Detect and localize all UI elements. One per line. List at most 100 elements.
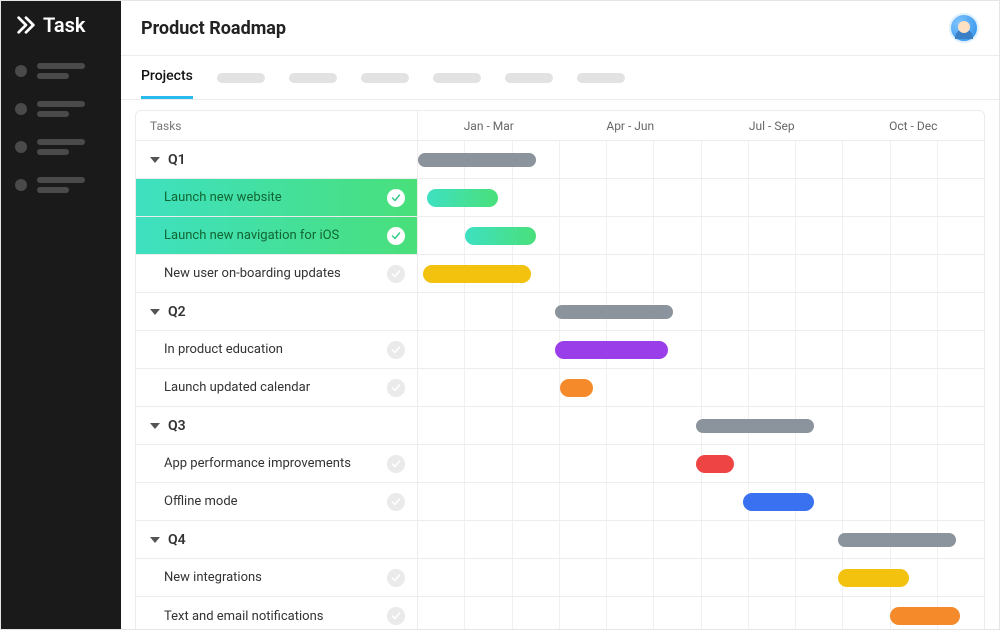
group-row[interactable]: Q2 bbox=[136, 293, 984, 331]
summary-bar[interactable] bbox=[418, 153, 536, 167]
quarter-header: Oct - Dec bbox=[843, 111, 985, 140]
task-bar[interactable] bbox=[427, 189, 498, 207]
task-label-cell[interactable]: Launch new navigation for iOS bbox=[136, 217, 418, 254]
task-label: Launch updated calendar bbox=[164, 380, 310, 395]
task-label-cell[interactable]: In product education bbox=[136, 331, 418, 368]
logo-text: Task bbox=[43, 13, 86, 37]
task-label: New user on-boarding updates bbox=[164, 266, 341, 281]
task-bar[interactable] bbox=[890, 607, 961, 625]
timeline-cell bbox=[418, 483, 984, 520]
group-label[interactable]: Q4 bbox=[136, 521, 418, 558]
timeline-cell bbox=[418, 255, 984, 292]
app-logo[interactable]: Task bbox=[1, 1, 121, 49]
group-row[interactable]: Q1 bbox=[136, 141, 984, 179]
chevron-down-icon bbox=[150, 537, 160, 543]
sidebar-item-placeholder[interactable] bbox=[15, 139, 107, 155]
chevron-down-icon bbox=[150, 309, 160, 315]
task-label-cell[interactable]: App performance improvements bbox=[136, 445, 418, 482]
logo-icon bbox=[15, 14, 37, 36]
task-bar[interactable] bbox=[555, 341, 668, 359]
timeline-cell bbox=[418, 445, 984, 482]
group-name: Q1 bbox=[168, 152, 186, 168]
task-label-cell[interactable]: Text and email notifications bbox=[136, 597, 418, 629]
timeline-cell bbox=[418, 293, 984, 330]
pending-circle-icon bbox=[387, 265, 405, 283]
task-label: Launch new website bbox=[164, 190, 282, 205]
task-bar[interactable] bbox=[423, 265, 531, 283]
group-name: Q2 bbox=[168, 304, 186, 320]
tab-placeholder[interactable] bbox=[577, 73, 625, 83]
task-label: Text and email notifications bbox=[164, 609, 323, 624]
task-label-cell[interactable]: Launch updated calendar bbox=[136, 369, 418, 406]
timeline-cell bbox=[418, 179, 984, 216]
topbar: Product Roadmap bbox=[121, 1, 999, 56]
sidebar-nav bbox=[1, 49, 121, 229]
timeline-cell bbox=[418, 597, 984, 629]
task-label-cell[interactable]: New user on-boarding updates bbox=[136, 255, 418, 292]
user-avatar[interactable] bbox=[949, 13, 979, 43]
timeline-cell bbox=[418, 141, 984, 178]
task-row[interactable]: In product education bbox=[136, 331, 984, 369]
tab-placeholder[interactable] bbox=[505, 73, 553, 83]
task-bar[interactable] bbox=[838, 569, 909, 587]
task-label-cell[interactable]: New integrations bbox=[136, 559, 418, 596]
summary-bar[interactable] bbox=[838, 533, 956, 547]
gantt-board: Tasks Jan - MarApr - JunJul - SepOct - D… bbox=[121, 100, 999, 629]
tab-placeholder[interactable] bbox=[289, 73, 337, 83]
pending-circle-icon bbox=[387, 607, 405, 625]
check-circle-icon bbox=[387, 227, 405, 245]
page-title: Product Roadmap bbox=[141, 18, 286, 39]
pending-circle-icon bbox=[387, 493, 405, 511]
chevron-down-icon bbox=[150, 423, 160, 429]
group-label[interactable]: Q2 bbox=[136, 293, 418, 330]
tab-placeholder[interactable] bbox=[217, 73, 265, 83]
summary-bar[interactable] bbox=[555, 305, 673, 319]
main-panel: Product Roadmap Projects Tasks Jan - Mar… bbox=[121, 1, 999, 629]
task-label: In product education bbox=[164, 342, 283, 357]
group-row[interactable]: Q4 bbox=[136, 521, 984, 559]
task-row[interactable]: App performance improvements bbox=[136, 445, 984, 483]
summary-bar[interactable] bbox=[696, 419, 814, 433]
task-bar[interactable] bbox=[465, 227, 536, 245]
task-bar[interactable] bbox=[696, 455, 734, 473]
group-name: Q4 bbox=[168, 532, 186, 548]
task-label-cell[interactable]: Launch new website bbox=[136, 179, 418, 216]
task-label: App performance improvements bbox=[164, 456, 351, 471]
sidebar-item-placeholder[interactable] bbox=[15, 177, 107, 193]
pending-circle-icon bbox=[387, 455, 405, 473]
quarter-header: Jan - Mar bbox=[418, 111, 560, 140]
task-label: Launch new navigation for iOS bbox=[164, 228, 339, 243]
group-label[interactable]: Q3 bbox=[136, 407, 418, 444]
timeline-cell bbox=[418, 369, 984, 406]
timeline-cell bbox=[418, 407, 984, 444]
task-row[interactable]: Launch updated calendar bbox=[136, 369, 984, 407]
group-row[interactable]: Q3 bbox=[136, 407, 984, 445]
task-row[interactable]: Offline mode bbox=[136, 483, 984, 521]
tab-projects[interactable]: Projects bbox=[141, 56, 193, 99]
tasks-column-header: Tasks bbox=[136, 111, 418, 140]
task-label: New integrations bbox=[164, 570, 262, 585]
pending-circle-icon bbox=[387, 569, 405, 587]
sidebar-item-placeholder[interactable] bbox=[15, 101, 107, 117]
timeline-cell bbox=[418, 559, 984, 596]
check-circle-icon bbox=[387, 189, 405, 207]
task-row[interactable]: New user on-boarding updates bbox=[136, 255, 984, 293]
task-row[interactable]: Text and email notifications bbox=[136, 597, 984, 629]
pending-circle-icon bbox=[387, 379, 405, 397]
tab-strip: Projects bbox=[121, 56, 999, 100]
task-bar[interactable] bbox=[560, 379, 593, 397]
sidebar-item-placeholder[interactable] bbox=[15, 63, 107, 79]
task-row[interactable]: Launch new navigation for iOS bbox=[136, 217, 984, 255]
timeline-cell bbox=[418, 521, 984, 558]
task-row[interactable]: New integrations bbox=[136, 559, 984, 597]
task-row[interactable]: Launch new website bbox=[136, 179, 984, 217]
quarter-header: Apr - Jun bbox=[560, 111, 702, 140]
tab-placeholder[interactable] bbox=[433, 73, 481, 83]
group-name: Q3 bbox=[168, 418, 186, 434]
group-label[interactable]: Q1 bbox=[136, 141, 418, 178]
grid-header-row: Tasks Jan - MarApr - JunJul - SepOct - D… bbox=[136, 111, 984, 141]
task-label-cell[interactable]: Offline mode bbox=[136, 483, 418, 520]
timeline-cell bbox=[418, 217, 984, 254]
tab-placeholder[interactable] bbox=[361, 73, 409, 83]
task-bar[interactable] bbox=[743, 493, 814, 511]
